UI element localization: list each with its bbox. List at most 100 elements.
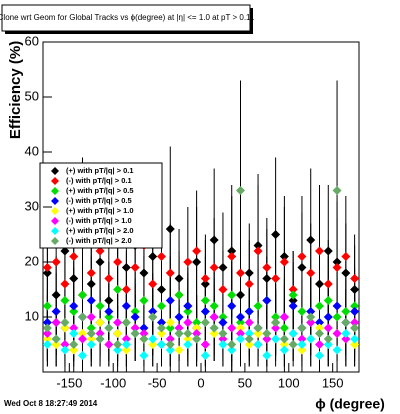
legend-marker (51, 167, 59, 175)
data-point (315, 279, 324, 289)
data-point (288, 340, 298, 349)
legend-marker (51, 197, 59, 205)
legend-marker (51, 177, 59, 185)
data-point (227, 246, 237, 256)
data-point (350, 285, 359, 294)
legend-label: (-) with pT/|q| > 2.0 (66, 236, 132, 245)
y-tick-label: 50 (25, 88, 39, 103)
data-point (60, 323, 70, 333)
data-point (350, 340, 359, 349)
data-point (113, 257, 123, 267)
data-point (350, 301, 359, 311)
data-point (104, 340, 114, 349)
data-point (121, 301, 131, 311)
x-tick-label: 150 (322, 375, 344, 390)
data-point (271, 323, 281, 333)
footer-date: Wed Oct 8 18:27:49 2014 (4, 399, 98, 408)
data-point (69, 323, 79, 333)
data-point (227, 290, 237, 300)
data-point (121, 334, 131, 344)
data-point (236, 312, 245, 322)
legend-marker (51, 187, 59, 195)
data-point (350, 318, 359, 327)
data-point (200, 279, 210, 289)
y-tick-label: 40 (25, 143, 39, 158)
data-point (104, 274, 114, 283)
title-box (1, 4, 251, 32)
data-point (262, 329, 272, 338)
data-point (218, 318, 228, 327)
data-point (95, 334, 105, 344)
data-point (139, 268, 149, 278)
data-point (271, 312, 281, 322)
data-point (236, 318, 245, 327)
data-point (183, 340, 193, 349)
data-point (332, 257, 342, 267)
data-point (148, 334, 158, 344)
data-point (200, 340, 210, 349)
data-point (192, 318, 202, 327)
data-point (104, 323, 114, 333)
data-point (86, 329, 96, 338)
data-point (350, 274, 359, 283)
data-point (69, 329, 79, 338)
data-point (78, 312, 87, 322)
data-point (192, 257, 202, 267)
data-point (297, 340, 307, 349)
data-point (86, 296, 96, 305)
data-point (332, 301, 342, 311)
data-point (165, 345, 175, 355)
data-point (227, 252, 237, 261)
data-point (209, 263, 219, 272)
data-point (139, 329, 149, 338)
data-point (288, 296, 298, 305)
data-point (69, 340, 79, 349)
data-point (86, 340, 96, 349)
data-point (332, 345, 342, 355)
data-point (332, 186, 342, 195)
data-point (148, 307, 158, 316)
x-tick-label: 100 (278, 375, 300, 390)
data-point (104, 312, 114, 322)
data-point (60, 318, 70, 327)
data-point (69, 345, 79, 355)
data-point (341, 334, 351, 344)
data-point (121, 340, 131, 349)
data-point (262, 263, 272, 272)
data-point (306, 235, 316, 245)
data-point (69, 252, 79, 261)
data-point (315, 323, 324, 333)
data-point (236, 323, 245, 333)
data-point (209, 312, 219, 322)
data-point (183, 334, 193, 344)
data-point (332, 329, 342, 338)
data-point (227, 301, 237, 311)
data-point (69, 274, 79, 283)
data-point (43, 329, 52, 338)
data-point (51, 334, 61, 344)
data-point (51, 318, 61, 327)
y-tick-label: 30 (25, 198, 39, 213)
data-point (253, 246, 263, 256)
data-point (306, 268, 316, 278)
data-point (244, 268, 254, 278)
legend-label: (-) with pT/|q| > 0.1 (66, 176, 132, 185)
data-point (244, 329, 254, 338)
data-point (315, 318, 324, 327)
data-point (341, 318, 351, 327)
data-point (271, 334, 281, 344)
y-tick-label: 60 (25, 33, 39, 48)
data-point (244, 340, 254, 349)
data-point (157, 301, 166, 311)
data-point (236, 329, 245, 338)
data-point (183, 318, 193, 327)
data-point (279, 312, 289, 322)
chart-title: Clone wrt Geom for Global Tracks vs ϕ(de… (0, 13, 255, 22)
data-point (139, 296, 149, 305)
data-point (139, 323, 149, 333)
x-tick-label: -100 (100, 375, 126, 390)
data-point (306, 334, 316, 344)
data-point (104, 307, 114, 316)
data-point (43, 301, 52, 311)
data-point (323, 246, 333, 256)
